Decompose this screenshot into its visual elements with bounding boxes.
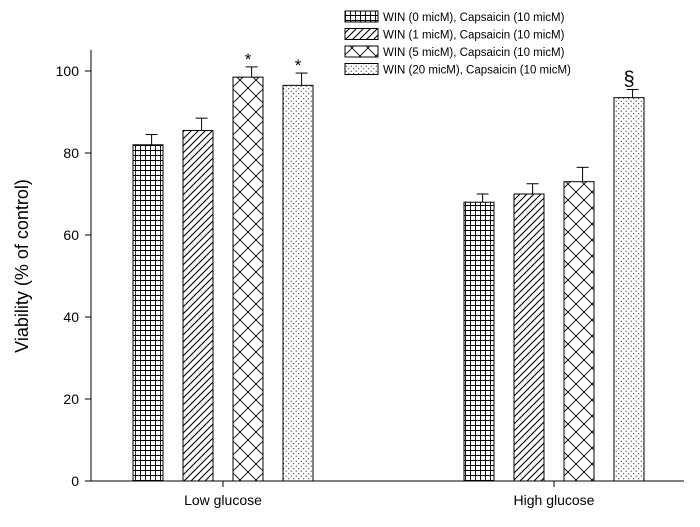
bar-low-glucose-series-0 — [132, 144, 164, 482]
bar-high-glucose-series-2 — [563, 181, 595, 482]
legend-swatch-dots — [344, 63, 379, 75]
significance-annotation: * — [245, 50, 252, 69]
legend-label: WIN (5 micM), Capsaicin (10 micM) — [383, 47, 565, 59]
plot-area: 0 20 40 60 80 100 Low glucose High glucose * * § — [56, 50, 684, 508]
legend: WIN (0 micM), Capsaicin (10 micM) WIN (1 … — [344, 10, 571, 77]
legend-swatch-diagonal — [344, 28, 379, 40]
x-tick-label: High glucose — [514, 492, 595, 508]
bar-high-glucose-series-1 — [513, 193, 545, 482]
y-tick-label: 20 — [63, 391, 79, 407]
y-tick-label: 60 — [63, 227, 79, 243]
x-tick-label: Low glucose — [184, 492, 262, 508]
y-tick-label: 40 — [63, 309, 79, 325]
legend-label: WIN (20 micM), Capsaicin (10 micM) — [383, 65, 571, 77]
y-axis-label: Viability (% of control) — [12, 179, 32, 353]
legend-label: WIN (1 micM), Capsaicin (10 micM) — [383, 30, 565, 42]
y-ticks: 0 20 40 60 80 100 — [56, 63, 91, 489]
significance-annotation: * — [295, 56, 302, 75]
bar-high-glucose-series-0 — [463, 201, 495, 482]
legend-swatch-grid — [344, 10, 379, 23]
legend-swatch-crosshatch — [344, 45, 379, 58]
bars — [132, 66, 645, 482]
bar-low-glucose-series-3 — [282, 84, 314, 482]
bar-low-glucose-series-1 — [182, 129, 214, 482]
y-tick-label: 80 — [63, 145, 79, 161]
x-ticks: Low glucose High glucose — [184, 481, 595, 508]
annotations: * * § — [245, 50, 635, 91]
y-tick-label: 100 — [56, 63, 80, 79]
bar-low-glucose-series-2 — [232, 76, 264, 482]
legend-label: WIN (0 micM), Capsaicin (10 micM) — [383, 12, 565, 24]
bar-high-glucose-series-3 — [613, 97, 645, 482]
y-tick-label: 0 — [71, 473, 79, 489]
significance-annotation: § — [623, 68, 634, 90]
